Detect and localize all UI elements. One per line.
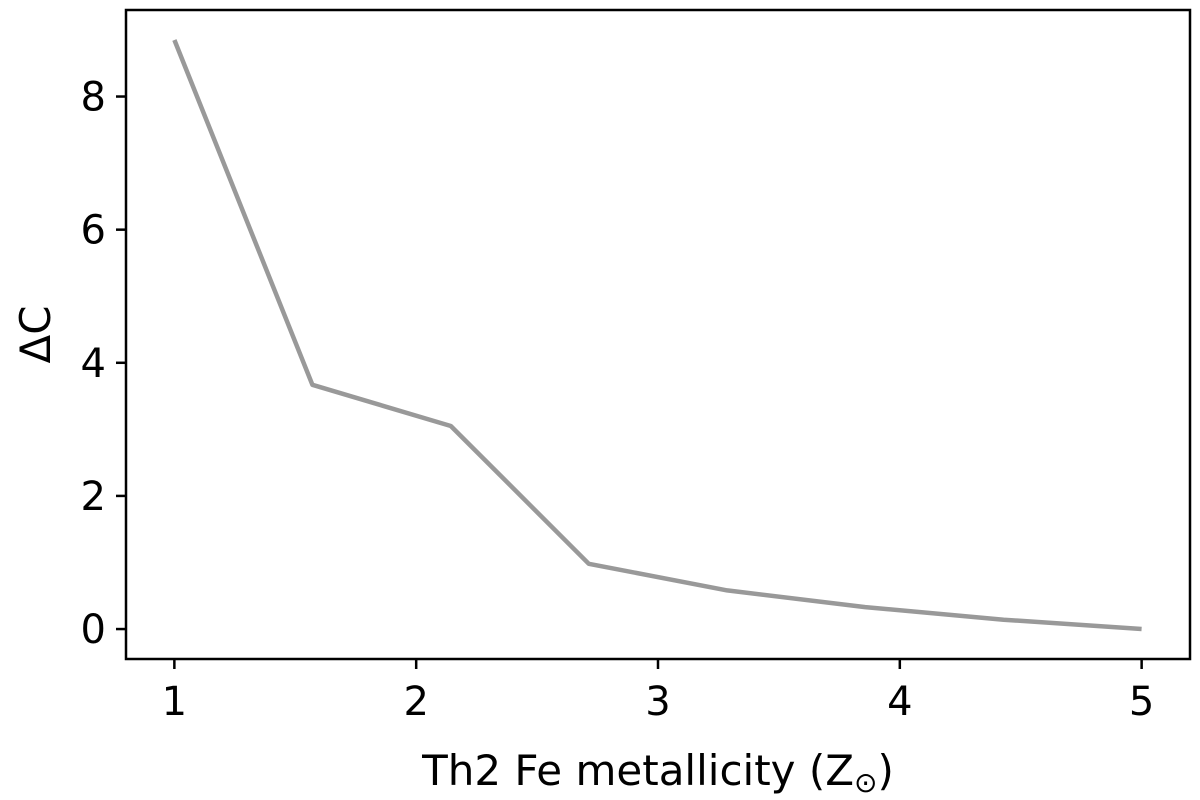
x-tick-label: 5 bbox=[1129, 679, 1154, 725]
x-tick-label: 3 bbox=[645, 679, 670, 725]
x-axis-label: Th2 Fe metallicity (Z⊙) bbox=[421, 746, 894, 799]
y-tick-label: 6 bbox=[81, 208, 106, 254]
y-axis: 0 2 4 6 8 bbox=[81, 75, 126, 653]
series-line-0 bbox=[172, 39, 1142, 632]
x-tick-label: 4 bbox=[887, 679, 912, 725]
x-axis-label-subscript: ⊙ bbox=[854, 766, 877, 799]
y-tick-label: 0 bbox=[81, 607, 106, 653]
axes-frame bbox=[124, 8, 1192, 661]
x-axis-label-close: ) bbox=[878, 746, 894, 795]
x-tick-label: 2 bbox=[403, 679, 428, 725]
plot-area bbox=[172, 39, 1142, 632]
x-axis-label-main: Th2 Fe metallicity (Z bbox=[421, 746, 854, 795]
y-axis-label: ΔC bbox=[11, 305, 60, 363]
y-tick-label: 4 bbox=[81, 341, 106, 387]
x-axis: 1 2 3 4 5 bbox=[162, 659, 1154, 725]
y-tick-label: 8 bbox=[81, 75, 106, 121]
y-tick-label: 2 bbox=[81, 474, 106, 520]
x-tick-label: 1 bbox=[162, 679, 187, 725]
